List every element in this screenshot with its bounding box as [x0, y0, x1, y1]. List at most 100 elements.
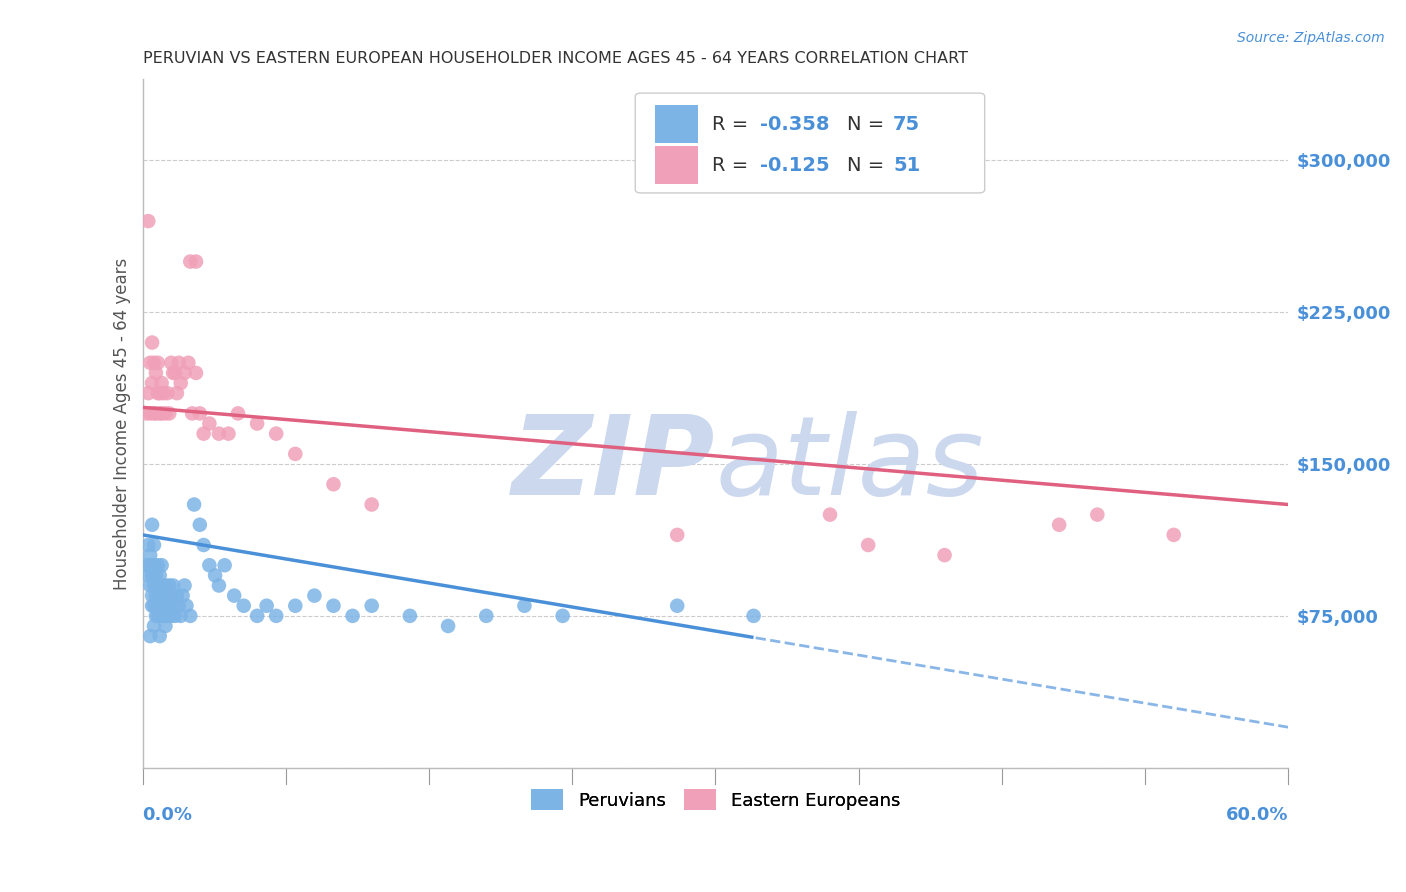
Text: -0.125: -0.125: [761, 156, 830, 175]
Peruvians: [145, 568, 167, 582]
Text: R =: R =: [711, 156, 755, 175]
Eastern Europeans: [167, 356, 190, 370]
Eastern Europeans: [193, 426, 215, 441]
Peruvians: [162, 578, 184, 592]
Peruvians: [143, 558, 166, 573]
Text: 75: 75: [893, 114, 920, 134]
FancyBboxPatch shape: [655, 105, 699, 143]
Text: atlas: atlas: [716, 411, 984, 518]
Peruvians: [141, 568, 163, 582]
Peruvians: [160, 589, 183, 603]
Peruvians: [155, 619, 177, 633]
Eastern Europeans: [198, 417, 221, 431]
Peruvians: [141, 558, 163, 573]
Eastern Europeans: [156, 386, 179, 401]
Peruvians: [551, 608, 574, 623]
Eastern Europeans: [284, 447, 307, 461]
Text: PERUVIAN VS EASTERN EUROPEAN HOUSEHOLDER INCOME AGES 45 - 64 YEARS CORRELATION C: PERUVIAN VS EASTERN EUROPEAN HOUSEHOLDER…: [142, 51, 967, 66]
Eastern Europeans: [181, 406, 204, 420]
Peruvians: [152, 589, 174, 603]
Peruvians: [143, 599, 166, 613]
Peruvians: [166, 589, 188, 603]
Peruvians: [139, 548, 162, 562]
Peruvians: [145, 608, 167, 623]
Peruvians: [156, 608, 179, 623]
Eastern Europeans: [163, 366, 186, 380]
Legend: Peruvians, Eastern Europeans: Peruvians, Eastern Europeans: [523, 782, 907, 817]
Eastern Europeans: [139, 356, 162, 370]
Peruvians: [256, 599, 278, 613]
Y-axis label: Householder Income Ages 45 - 64 years: Householder Income Ages 45 - 64 years: [114, 258, 131, 590]
Eastern Europeans: [856, 538, 879, 552]
Eastern Europeans: [666, 528, 689, 542]
Peruvians: [139, 578, 162, 592]
FancyBboxPatch shape: [655, 146, 699, 185]
Peruvians: [145, 589, 167, 603]
Eastern Europeans: [155, 406, 177, 420]
Peruvians: [742, 608, 765, 623]
Peruvians: [224, 589, 246, 603]
Peruvians: [304, 589, 326, 603]
Eastern Europeans: [1163, 528, 1185, 542]
Peruvians: [513, 599, 536, 613]
Peruvians: [160, 608, 183, 623]
Peruvians: [141, 599, 163, 613]
Eastern Europeans: [149, 406, 172, 420]
Eastern Europeans: [166, 386, 188, 401]
Eastern Europeans: [177, 356, 200, 370]
Eastern Europeans: [139, 406, 162, 420]
Peruvians: [155, 578, 177, 592]
Peruvians: [173, 578, 195, 592]
Eastern Europeans: [149, 386, 172, 401]
Peruvians: [208, 578, 231, 592]
Eastern Europeans: [150, 376, 173, 390]
Text: 51: 51: [893, 156, 921, 175]
Eastern Europeans: [1085, 508, 1108, 522]
Peruvians: [264, 608, 287, 623]
Peruvians: [155, 599, 177, 613]
Text: R =: R =: [711, 114, 755, 134]
Eastern Europeans: [170, 376, 193, 390]
Peruvians: [179, 608, 201, 623]
FancyBboxPatch shape: [636, 93, 984, 193]
Peruvians: [146, 558, 169, 573]
Peruvians: [198, 558, 221, 573]
Eastern Europeans: [143, 356, 166, 370]
Peruvians: [170, 608, 193, 623]
Eastern Europeans: [135, 406, 157, 420]
Peruvians: [146, 599, 169, 613]
Peruvians: [246, 608, 269, 623]
Peruvians: [232, 599, 254, 613]
Eastern Europeans: [146, 356, 169, 370]
Peruvians: [475, 608, 498, 623]
Eastern Europeans: [184, 254, 207, 268]
Peruvians: [150, 599, 173, 613]
Peruvians: [143, 578, 166, 592]
Peruvians: [666, 599, 689, 613]
Peruvians: [139, 629, 162, 643]
Peruvians: [141, 589, 163, 603]
Peruvians: [146, 608, 169, 623]
Eastern Europeans: [264, 426, 287, 441]
Peruvians: [322, 599, 344, 613]
Eastern Europeans: [1047, 517, 1070, 532]
Eastern Europeans: [145, 366, 167, 380]
Peruvians: [214, 558, 236, 573]
Eastern Europeans: [818, 508, 841, 522]
Peruvians: [146, 578, 169, 592]
Peruvians: [157, 599, 180, 613]
Peruvians: [141, 517, 163, 532]
Text: 60.0%: 60.0%: [1226, 805, 1288, 823]
Eastern Europeans: [162, 366, 184, 380]
Peruvians: [156, 589, 179, 603]
Text: 0.0%: 0.0%: [142, 805, 193, 823]
Peruvians: [150, 578, 173, 592]
Eastern Europeans: [141, 376, 163, 390]
Peruvians: [342, 608, 364, 623]
Peruvians: [135, 558, 157, 573]
Peruvians: [157, 578, 180, 592]
Peruvians: [139, 558, 162, 573]
Peruvians: [167, 599, 190, 613]
Eastern Europeans: [226, 406, 249, 420]
Peruvians: [204, 568, 226, 582]
